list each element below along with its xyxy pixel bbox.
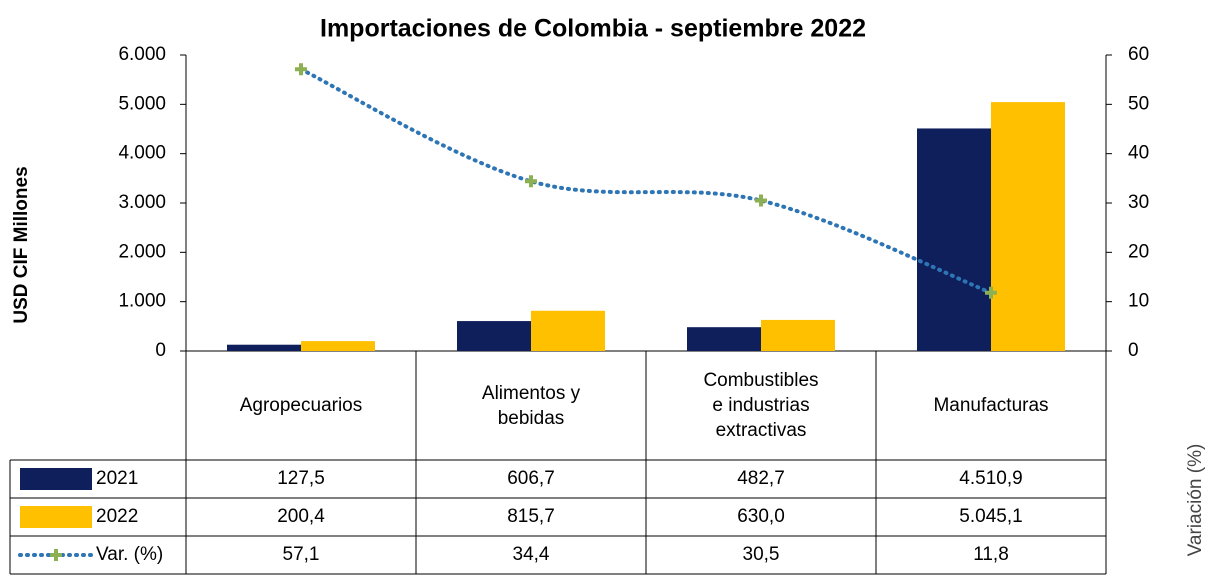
y-tick-label: 5.000 [118, 93, 166, 114]
y2-tick-label: 10 [1128, 291, 1149, 312]
y2-axis-title: Variación (%) [1185, 444, 1206, 557]
y-tick-label: 3.000 [118, 192, 166, 213]
category-text: Agropecuarios [239, 395, 363, 416]
line-marker [50, 549, 62, 561]
line-marker [525, 175, 537, 188]
y2-tick-label: 30 [1128, 192, 1149, 213]
category-label: Combustibles e industrias extractivas [646, 351, 876, 460]
table-value: 606,7 [507, 468, 555, 489]
bar [761, 319, 835, 351]
table-value: 34,4 [513, 544, 550, 565]
table-value: 127,5 [277, 468, 325, 489]
bar [687, 327, 761, 351]
y-tick-label: 0 [155, 340, 166, 361]
bar [301, 341, 375, 351]
bar [227, 344, 301, 351]
category-label: Alimentos y bebidas [416, 351, 646, 460]
table-value: 57,1 [283, 544, 320, 565]
category-text: Manufacturas [933, 395, 1049, 416]
y-tick-label: 1.000 [118, 291, 166, 312]
y-tick-label: 6.000 [118, 44, 166, 65]
y-axis-title: USD CIF Millones [11, 166, 32, 323]
y2-tick-label: 0 [1128, 340, 1139, 361]
table-value: 11,8 [973, 544, 1009, 565]
table-value: 4.510,9 [959, 468, 1022, 489]
y-tick-label: 2.000 [118, 241, 166, 262]
table-value: 5.045,1 [959, 506, 1022, 527]
legend-label: 2022 [96, 506, 138, 527]
y-tick-label: 4.000 [118, 143, 166, 164]
legend-label: 2021 [96, 468, 138, 489]
legend-label: Var. (%) [96, 544, 163, 565]
category-text: Alimentos y bebidas [481, 382, 581, 429]
table-value: 482,7 [737, 468, 785, 489]
line-marker [755, 194, 767, 207]
category-label: Agropecuarios [186, 351, 416, 460]
y2-tick-label: 20 [1128, 241, 1149, 262]
bar [457, 321, 531, 351]
legend-swatch [20, 506, 92, 528]
y2-tick-label: 50 [1128, 93, 1149, 114]
category-label: Manufacturas [876, 351, 1106, 460]
chart-title: Importaciones de Colombia - septiembre 2… [320, 15, 866, 43]
legend-swatch [20, 468, 92, 490]
category-text: Combustibles e industrias extractivas [703, 370, 819, 441]
y2-tick-label: 60 [1128, 44, 1149, 65]
bar [917, 128, 991, 351]
bar [991, 102, 1065, 351]
line-marker [295, 63, 307, 76]
table-value: 630,0 [737, 506, 785, 527]
line-marker [985, 286, 997, 299]
table-value: 815,7 [507, 506, 555, 527]
table-value: 30,5 [743, 544, 780, 565]
bar [531, 310, 605, 351]
variation-line [299, 67, 993, 295]
table-value: 200,4 [277, 506, 325, 527]
y2-tick-label: 40 [1128, 143, 1149, 164]
